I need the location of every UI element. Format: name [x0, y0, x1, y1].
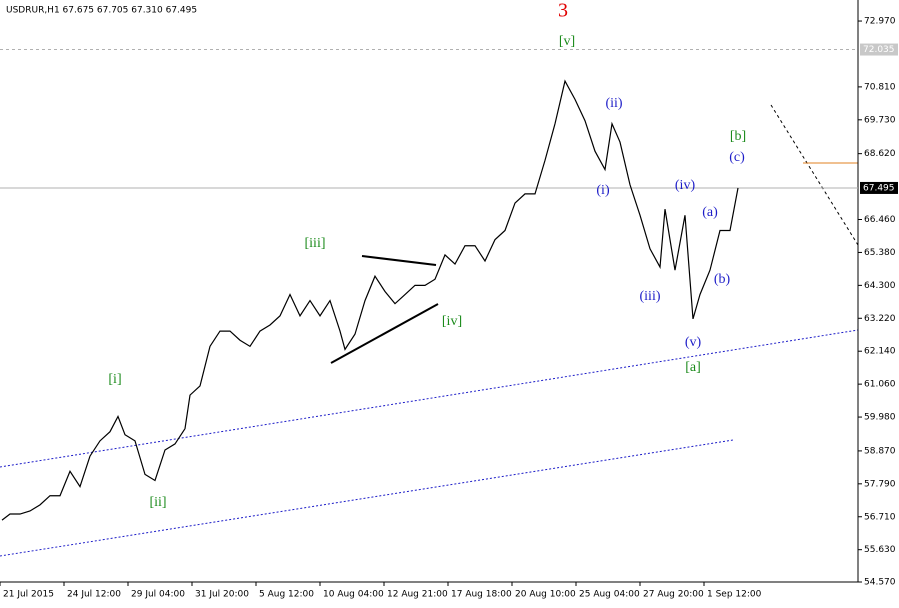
- wave-label: (ii): [605, 96, 622, 111]
- triangle-upper: [361, 255, 437, 266]
- x-tick-label: 27 Aug 20:00: [643, 590, 704, 600]
- y-tick-label: 57.790: [864, 479, 896, 489]
- y-tick-label: 62.140: [864, 347, 896, 357]
- x-tick-label: 24 Jul 12:00: [67, 590, 121, 600]
- chart-title: USDRUR,H1 67.675 67.705 67.310 67.495: [6, 6, 197, 16]
- x-tick-label: 25 Aug 04:00: [579, 590, 640, 600]
- wave-label: (iii): [640, 289, 661, 304]
- price-label: 72.035: [863, 45, 895, 55]
- x-tick-label: 21 Jul 2015: [3, 590, 54, 600]
- y-tick-label: 55.630: [864, 545, 896, 555]
- y-tick-label: 69.730: [864, 115, 896, 125]
- x-tick-label: 5 Aug 12:00: [259, 590, 314, 600]
- wave-label: [ii]: [149, 495, 166, 510]
- wave-label: [iv]: [442, 314, 462, 329]
- wave-label: (a): [702, 205, 718, 220]
- price-label: 67.495: [863, 183, 895, 193]
- wave-label: [v]: [559, 34, 575, 49]
- wave-label: (v): [685, 335, 702, 350]
- price-label-box: [860, 43, 898, 56]
- y-tick-label: 61.060: [864, 380, 896, 390]
- y-tick-label: 63.220: [864, 314, 896, 324]
- x-tick-label: 29 Jul 04:00: [131, 590, 185, 600]
- wave-label: (iv): [675, 178, 696, 193]
- wave-label: 3: [558, 0, 568, 22]
- wave-label: [i]: [108, 372, 121, 387]
- wave-label: (i): [596, 183, 610, 198]
- x-tick-label: 20 Aug 10:00: [515, 590, 576, 600]
- y-tick-label: 58.870: [864, 446, 896, 456]
- y-tick-label: 70.810: [864, 82, 896, 92]
- y-tick-label: 64.300: [864, 281, 896, 291]
- y-tick-label: 56.710: [864, 512, 896, 522]
- wave-label: (c): [729, 150, 745, 165]
- wave-label: [a]: [685, 360, 701, 375]
- channel-upper: [0, 329, 859, 468]
- x-tick-label: 10 Aug 04:00: [323, 590, 384, 600]
- triangle-lower: [330, 303, 439, 364]
- y-tick-label: 59.980: [864, 413, 896, 423]
- y-tick-label: 72.970: [864, 17, 896, 27]
- y-tick-label: 66.460: [864, 215, 896, 225]
- wave-label: [b]: [730, 129, 746, 144]
- price-label-box: [860, 181, 898, 194]
- wave-label: [iii]: [305, 236, 326, 251]
- price-line-series: [1, 79, 739, 521]
- y-tick-label: 68.620: [864, 149, 896, 159]
- y-tick-label: 54.570: [864, 578, 896, 588]
- y-tick-label: 65.380: [864, 248, 896, 258]
- x-tick-label: 31 Jul 20:00: [195, 590, 249, 600]
- x-tick-label: 1 Sep 12:00: [707, 590, 762, 600]
- x-tick-label: 12 Aug 21:00: [387, 590, 448, 600]
- wave-label: (b): [714, 272, 731, 287]
- x-tick-label: 17 Aug 18:00: [451, 590, 512, 600]
